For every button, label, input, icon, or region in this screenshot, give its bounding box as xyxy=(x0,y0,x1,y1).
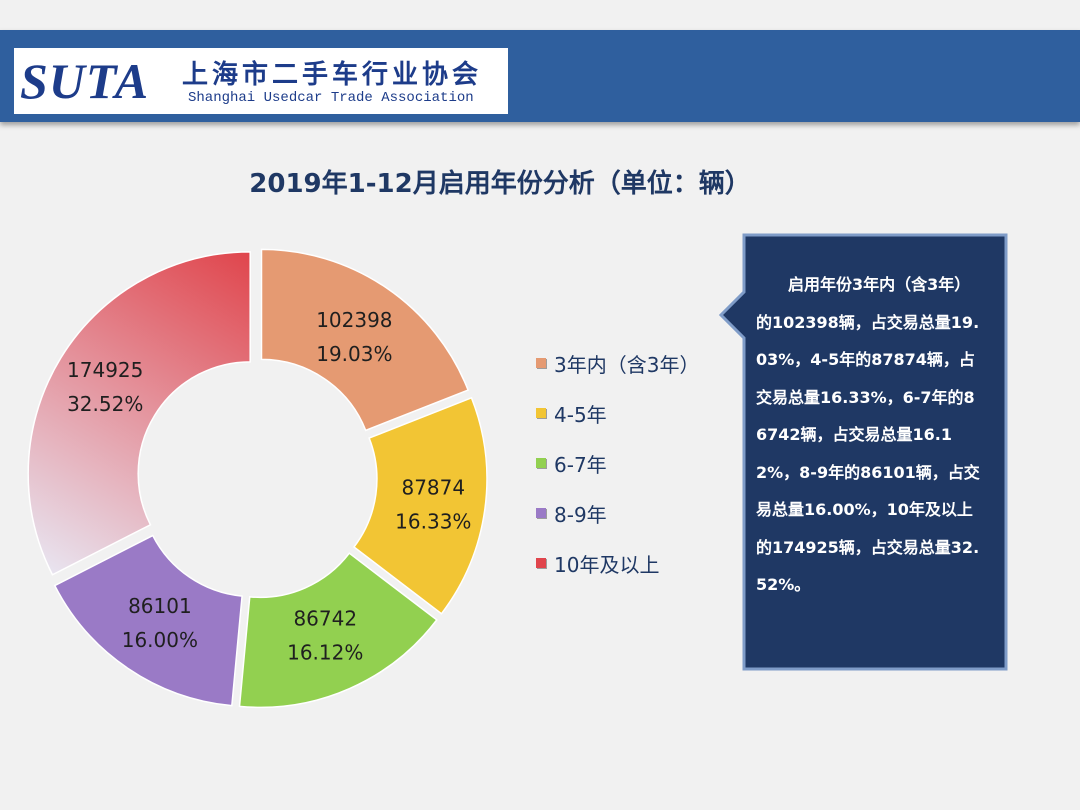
legend-label: 10年及以上 xyxy=(554,552,660,577)
legend-swatch xyxy=(536,508,546,518)
chart-title: 2019年1-12月启用年份分析（单位：辆） xyxy=(249,169,751,199)
callout-text: 启用年份3年内（含3年）的102398辆，占交易总量19.03%，4-5年的87… xyxy=(756,275,980,594)
chart-legend: 3年内（含3年） 4-5年 6-7年 8-9年 10年及以上 xyxy=(536,338,699,588)
legend-item-10-years-plus: 10年及以上 xyxy=(536,538,699,588)
legend-label: 8-9年 xyxy=(554,502,607,527)
header-bar: SUTA 上海市二手车行业协会 Shanghai Usedcar Trade A… xyxy=(0,30,1080,122)
legend-swatch xyxy=(536,558,546,568)
value-label-8-9-years: 86101 xyxy=(128,594,192,618)
logo-suta-text: SUTA xyxy=(20,53,150,109)
slice-3-years-or-less xyxy=(260,248,470,432)
legend-item-6-7-years: 6-7年 xyxy=(536,438,699,488)
slice-8-9-years xyxy=(53,534,243,707)
percent-label-6-7-years: 16.12% xyxy=(287,641,363,665)
suta-logo: SUTA 上海市二手车行业协会 Shanghai Usedcar Trade A… xyxy=(14,48,508,114)
slice-6-7-years xyxy=(238,552,438,709)
percent-label-4-5-years: 16.33% xyxy=(395,510,471,534)
legend-swatch xyxy=(536,458,546,468)
callout-box xyxy=(718,233,1008,671)
value-label-3-years-or-less: 102398 xyxy=(316,308,392,332)
legend-item-4-5-years: 4-5年 xyxy=(536,388,699,438)
percent-label-3-years-or-less: 19.03% xyxy=(316,342,392,366)
donut-chart: 102398 19.03% 87874 16.33% 86742 16.12% 86101 1… xyxy=(27,248,488,709)
legend-label: 3年内（含3年） xyxy=(554,352,700,377)
value-label-4-5-years: 87874 xyxy=(401,476,465,500)
percent-label-8-9-years: 16.00% xyxy=(122,628,198,652)
legend-swatch xyxy=(536,358,546,368)
legend-item-3-years-or-less: 3年内（含3年） xyxy=(536,338,699,388)
legend-item-8-9-years: 8-9年 xyxy=(536,488,699,538)
legend-label: 6-7年 xyxy=(554,452,607,477)
percent-label-10-years-plus: 32.52% xyxy=(67,392,143,416)
slice-10-years-plus xyxy=(27,251,251,576)
logo-chinese-name: 上海市二手车行业协会 xyxy=(182,60,483,90)
slice-4-5-years xyxy=(352,396,488,615)
value-label-6-7-years: 86742 xyxy=(293,607,357,631)
value-label-10-years-plus: 174925 xyxy=(67,358,143,382)
legend-swatch xyxy=(536,408,546,418)
legend-label: 4-5年 xyxy=(554,402,607,427)
logo-english-name: Shanghai Usedcar Trade Association xyxy=(188,90,474,106)
